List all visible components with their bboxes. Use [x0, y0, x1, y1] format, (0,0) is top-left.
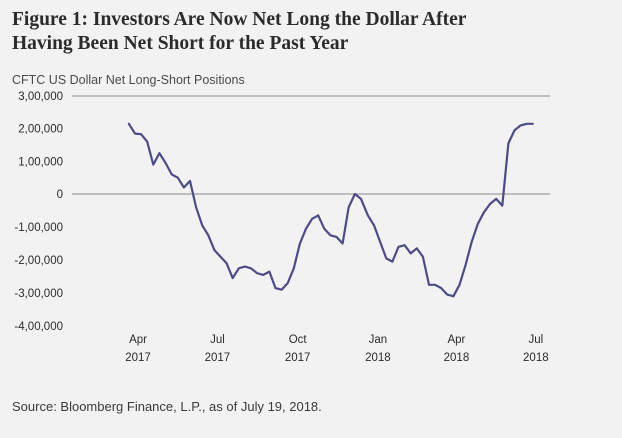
x-tick-label-year: 2018	[523, 352, 549, 364]
y-tick-label: 0	[57, 189, 63, 201]
x-tick-label-year: 2017	[205, 352, 231, 364]
y-tick-label: -2,00,000	[14, 255, 63, 267]
x-tick-label-month: Apr	[129, 334, 147, 346]
x-tick-label-month: Apr	[447, 334, 465, 346]
x-tick-label-month: Jul	[210, 334, 225, 346]
y-tick-label: -3,00,000	[14, 288, 63, 300]
y-tick-label: -1,00,000	[14, 222, 63, 234]
x-tick-label-month: Oct	[289, 334, 308, 346]
chart-title-line-1: Figure 1: Investors Are Now Net Long the…	[12, 9, 467, 30]
chart-subtitle: CFTC US Dollar Net Long-Short Positions	[12, 73, 245, 87]
series-line-0	[127, 122, 534, 298]
y-tick-label: 1,00,000	[18, 156, 63, 168]
x-tick-label-month: Jul	[528, 334, 543, 346]
x-axis-tick-labels: Apr 2017 Jul 2017 Oct 2017 Jan 2018 Apr 2018 Jul 20…	[125, 334, 548, 364]
x-tick-label-year: 2018	[365, 352, 391, 364]
x-tick-label-year: 2017	[125, 352, 151, 364]
source-note: Source: Bloomberg Finance, L.P., as of J…	[12, 399, 322, 414]
chart-title-line-2: Having Been Net Short for the Past Year	[12, 33, 349, 54]
y-tick-label: 3,00,000	[18, 91, 63, 103]
x-tick-label-year: 2017	[285, 352, 311, 364]
series-layer	[127, 122, 534, 298]
gridlines	[72, 95, 550, 195]
y-tick-label: -4,00,000	[14, 321, 63, 333]
y-axis-tick-labels: 3,00,000 2,00,000 1,00,000 0 -1,00,000 -2,00,…	[14, 91, 63, 333]
x-tick-label-year: 2018	[444, 352, 470, 364]
x-tick-label-month: Jan	[369, 334, 388, 346]
y-tick-label: 2,00,000	[18, 124, 63, 136]
chart-title: Figure 1: Investors Are Now Net Long the…	[12, 8, 612, 56]
